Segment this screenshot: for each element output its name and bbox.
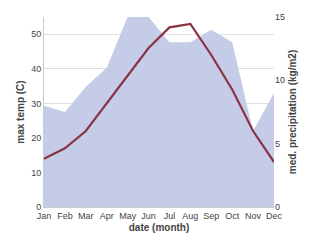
svg-text:Jan: Jan: [37, 211, 52, 221]
svg-text:date (month): date (month): [129, 222, 190, 233]
svg-text:10: 10: [275, 75, 285, 85]
svg-text:Jul: Jul: [164, 211, 176, 221]
svg-text:0: 0: [275, 202, 280, 212]
svg-text:Dec: Dec: [266, 211, 283, 221]
svg-text:20: 20: [31, 133, 41, 143]
svg-text:Oct: Oct: [225, 211, 240, 221]
svg-text:Apr: Apr: [100, 211, 114, 221]
svg-text:max temp (C): max temp (C): [15, 80, 26, 143]
svg-text:40: 40: [31, 64, 41, 74]
svg-text:15: 15: [275, 12, 285, 22]
svg-text:5: 5: [275, 139, 280, 149]
svg-text:Sep: Sep: [203, 211, 219, 221]
svg-text:0: 0: [36, 202, 41, 212]
svg-text:Mar: Mar: [78, 211, 94, 221]
svg-text:Aug: Aug: [182, 211, 198, 221]
svg-text:30: 30: [31, 99, 41, 109]
svg-text:10: 10: [31, 168, 41, 178]
svg-text:Feb: Feb: [57, 211, 73, 221]
svg-text:Nov: Nov: [245, 211, 262, 221]
svg-text:May: May: [119, 211, 137, 221]
svg-text:med. precipitation (kg/m2): med. precipitation (kg/m2): [287, 50, 298, 174]
svg-text:50: 50: [31, 29, 41, 39]
svg-text:Jun: Jun: [141, 211, 156, 221]
